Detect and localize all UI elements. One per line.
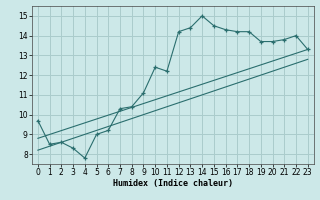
X-axis label: Humidex (Indice chaleur): Humidex (Indice chaleur) [113,179,233,188]
